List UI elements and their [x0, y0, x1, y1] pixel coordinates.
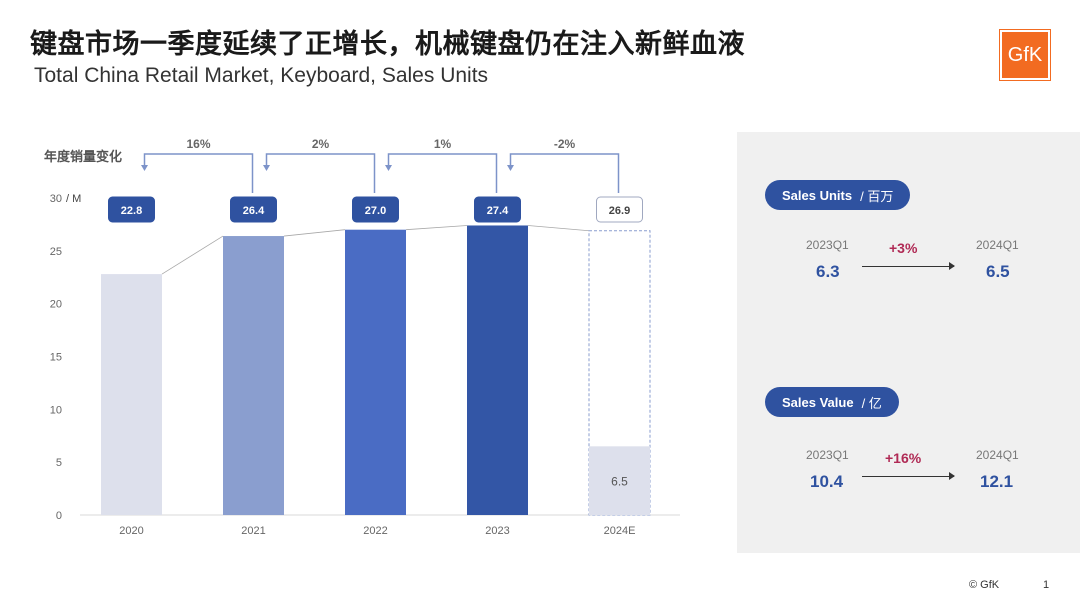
growth-bracket — [509, 153, 620, 193]
sales-value-unit: / 亿 — [861, 395, 882, 411]
sales-units-badge: Sales Units / 百万 — [765, 180, 911, 210]
units-from-value: 6.3 — [816, 262, 840, 281]
q1-summary-panel: Sales Units / 百万 2023Q1 2024Q1 +3% 6.3 6… — [737, 132, 1080, 553]
y-tick-label: 20 — [50, 299, 62, 311]
growth-arrow-icon — [385, 165, 392, 171]
sales-value-label: Sales Value — [782, 394, 854, 410]
value-from-period: 2023Q1 — [806, 448, 849, 462]
growth-label: 1% — [434, 137, 452, 151]
units-change: +3% — [889, 240, 918, 256]
value-change: +16% — [885, 450, 922, 466]
q1-value-label: 6.5 — [611, 475, 628, 489]
page-number: 1 — [1043, 579, 1050, 591]
x-tick-label: 2024E — [604, 525, 636, 537]
growth-label: 16% — [186, 137, 210, 151]
value-label-box — [230, 196, 277, 223]
value-label-box — [108, 196, 155, 223]
y-tick-label: 0 — [56, 510, 62, 522]
units-to-value: 6.5 — [986, 262, 1010, 281]
bar — [223, 236, 284, 515]
units-from-period: 2023Q1 — [806, 238, 849, 252]
y-tick-label: 30 — [50, 193, 62, 205]
growth-arrow-icon — [263, 165, 270, 171]
value-label-box — [352, 196, 399, 223]
bar-q1-actual — [589, 446, 650, 515]
growth-label: 2% — [312, 137, 330, 151]
growth-bracket — [387, 153, 498, 193]
y-tick-label: 10 — [50, 404, 62, 416]
page-subtitle: Total China Retail Market, Keyboard, Sal… — [34, 64, 489, 87]
growth-arrow-icon — [507, 165, 514, 171]
units-arrow-icon — [862, 262, 955, 270]
value-label-box — [596, 196, 643, 223]
x-tick-label: 2022 — [363, 525, 387, 537]
value-to-period: 2024Q1 — [976, 448, 1019, 462]
bar — [467, 225, 528, 515]
x-tick-label: 2023 — [485, 525, 509, 537]
value-arrow-icon — [862, 472, 955, 480]
annual-sales-chart: 年度销量变化 0 5 10 15 20 25 30 / M 6.5 22.8 26.4 27.0 27.4… — [44, 137, 680, 537]
value-to-value: 12.1 — [980, 472, 1014, 491]
growth-bracket — [143, 153, 254, 193]
footer-copyright: © GfK — [969, 579, 1000, 591]
connector-line — [283, 229, 346, 237]
bar — [101, 274, 162, 515]
sales-units-unit: / 百万 — [860, 188, 894, 204]
growth-bracket — [265, 153, 376, 193]
y-tick-label: 5 — [56, 457, 62, 469]
gfk-logo: GfK — [999, 29, 1051, 81]
value-label: 26.4 — [243, 205, 265, 217]
sales-units-label: Sales Units — [782, 187, 853, 203]
y-unit-label: / M — [66, 193, 81, 205]
x-tick-label: 2020 — [119, 525, 143, 537]
units-to-period: 2024Q1 — [976, 238, 1019, 252]
x-tick-label: 2021 — [241, 525, 265, 537]
growth-label: -2% — [554, 137, 576, 151]
connector-line — [527, 225, 590, 232]
sales-value-badge: Sales Value / 亿 — [765, 387, 899, 417]
connector-line — [405, 225, 468, 231]
growth-arrow-icon — [141, 165, 148, 171]
value-label: 26.9 — [609, 205, 630, 217]
value-label: 27.4 — [487, 205, 509, 217]
bar — [345, 229, 406, 515]
value-label-box — [474, 196, 521, 223]
chart-title: 年度销量变化 — [44, 149, 122, 164]
page-title: 键盘市场一季度延续了正增长，机械键盘仍在注入新鲜血液 — [30, 29, 745, 60]
value-from-value: 10.4 — [810, 472, 844, 491]
value-label: 27.0 — [365, 205, 386, 217]
value-label: 22.8 — [121, 205, 142, 217]
y-tick-label: 25 — [50, 246, 62, 258]
connector-line — [161, 235, 224, 275]
y-tick-label: 15 — [50, 352, 62, 364]
